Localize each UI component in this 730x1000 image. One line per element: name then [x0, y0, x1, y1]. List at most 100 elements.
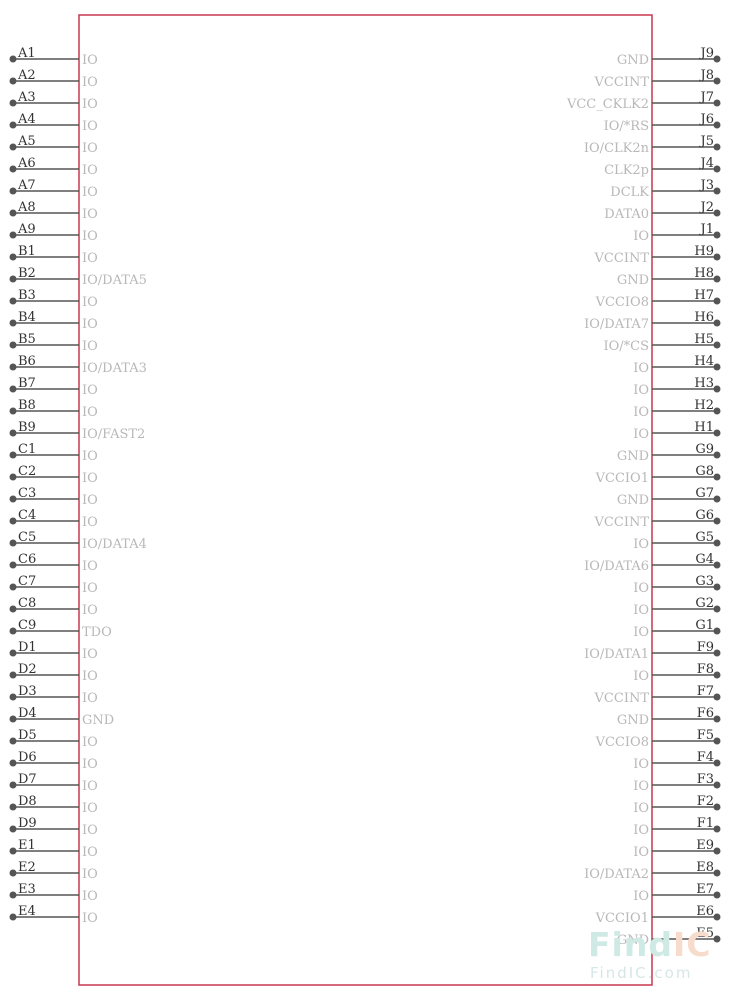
- pin-end-dot: [713, 297, 721, 305]
- pin-end-dot: [9, 473, 17, 481]
- pin-F3: F3 IO: [633, 772, 721, 794]
- pin-name: GND: [82, 713, 114, 728]
- pin-number: G1: [695, 618, 714, 633]
- pin-G5: G5 IO: [633, 530, 721, 552]
- pin-number: A2: [17, 68, 36, 83]
- pin-D9: D9 IO: [9, 816, 98, 838]
- pin-B1: B1 IO: [9, 244, 98, 266]
- pin-J3: J3 DCLK: [610, 178, 721, 200]
- pin-name: IO: [82, 141, 98, 156]
- pin-end-dot: [713, 891, 721, 899]
- pin-end-dot: [713, 77, 721, 85]
- pin-G6: G6 VCCINT: [594, 508, 721, 530]
- pin-F5: F5 VCCIO8: [595, 728, 721, 750]
- pin-end-dot: [9, 253, 17, 261]
- pin-name: DCLK: [610, 185, 649, 200]
- pin-number: H5: [694, 332, 714, 347]
- pin-name: IO: [82, 669, 98, 684]
- pin-number: F3: [697, 772, 714, 787]
- pin-end-dot: [9, 319, 17, 327]
- pin-end-dot: [713, 231, 721, 239]
- pin-number: H8: [694, 266, 714, 281]
- pin-J9: J9 GND: [617, 46, 721, 68]
- pin-number: D2: [18, 662, 37, 677]
- pin-end-dot: [9, 275, 17, 283]
- pin-F1: F1 IO: [633, 816, 721, 838]
- pin-name: IO: [82, 163, 98, 178]
- pin-end-dot: [9, 121, 17, 129]
- pin-number: C2: [18, 464, 36, 479]
- pin-end-dot: [9, 341, 17, 349]
- pin-number: C3: [18, 486, 36, 501]
- pin-name: IO: [82, 449, 98, 464]
- pin-end-dot: [713, 451, 721, 459]
- pin-number: A3: [17, 90, 36, 105]
- pin-end-dot: [713, 825, 721, 833]
- left-pin-group: A1 IO A2 IO A3 IO A4 IO A5 IO A6 IO A7 IO A8 IO A9 IO B1 IO…: [9, 46, 147, 926]
- watermark: FindIC FindIC.com: [588, 925, 712, 982]
- pin-number: E7: [696, 882, 714, 897]
- pin-number: B5: [18, 332, 36, 347]
- pin-name: VCCIO8: [595, 735, 649, 750]
- pin-J7: J7 VCC_CKLK2: [566, 90, 721, 112]
- pin-number: J6: [699, 112, 714, 127]
- pin-end-dot: [9, 913, 17, 921]
- pin-number: A5: [17, 134, 36, 149]
- component-body: [78, 14, 653, 986]
- pin-F8: F8 IO: [633, 662, 721, 684]
- pin-name: IO/*RS: [604, 119, 649, 134]
- pin-number: F1: [697, 816, 714, 831]
- pin-name: IO: [633, 779, 649, 794]
- pin-name: IO: [633, 845, 649, 860]
- pin-A8: A8 IO: [9, 200, 98, 222]
- pin-name: IO: [82, 779, 98, 794]
- pin-end-dot: [9, 363, 17, 371]
- pin-end-dot: [713, 407, 721, 415]
- pin-end-dot: [713, 363, 721, 371]
- pin-number: G3: [695, 574, 714, 589]
- pin-name: IO: [633, 801, 649, 816]
- pin-number: B2: [18, 266, 36, 281]
- pin-B2: B2 IO/DATA5: [9, 266, 147, 288]
- pin-D8: D8 IO: [9, 794, 98, 816]
- pin-number: B4: [18, 310, 36, 325]
- pin-end-dot: [9, 187, 17, 195]
- pin-name: IO: [633, 625, 649, 640]
- pin-J2: J2 DATA0: [604, 200, 721, 222]
- pin-number: A1: [17, 46, 36, 61]
- pin-end-dot: [713, 583, 721, 591]
- pin-number: F5: [697, 728, 714, 743]
- pin-end-dot: [9, 781, 17, 789]
- pin-name: VCCIO1: [595, 911, 649, 926]
- pin-end-dot: [713, 781, 721, 789]
- pin-name: IO: [82, 493, 98, 508]
- pin-name: IO: [82, 251, 98, 266]
- pin-name: IO: [82, 405, 98, 420]
- pin-end-dot: [9, 297, 17, 305]
- pin-A1: A1 IO: [9, 46, 98, 68]
- pin-number: F7: [697, 684, 714, 699]
- pin-number: C4: [18, 508, 36, 523]
- pin-name: IO: [82, 229, 98, 244]
- pin-number: G5: [695, 530, 714, 545]
- watermark-logo-ic: IC: [673, 925, 712, 964]
- pin-name: IO: [82, 823, 98, 838]
- pin-end-dot: [713, 429, 721, 437]
- pin-end-dot: [9, 429, 17, 437]
- pin-name: IO: [633, 669, 649, 684]
- pin-number: G8: [695, 464, 714, 479]
- pin-G9: G9 GND: [617, 442, 721, 464]
- pin-C7: C7 IO: [9, 574, 98, 596]
- pin-F6: F6 GND: [617, 706, 721, 728]
- pin-number: D4: [18, 706, 37, 721]
- pin-name: IO/DATA1: [584, 647, 649, 662]
- pin-J6: J6 IO/*RS: [604, 112, 721, 134]
- pin-name: GND: [617, 493, 649, 508]
- pin-H2: H2 IO: [633, 398, 721, 420]
- pin-end-dot: [713, 121, 721, 129]
- pin-H8: H8 GND: [617, 266, 721, 288]
- pin-end-dot: [713, 847, 721, 855]
- pin-E1: E1 IO: [9, 838, 98, 860]
- pin-H5: H5 IO/*CS: [603, 332, 721, 354]
- pin-name: IO: [633, 823, 649, 838]
